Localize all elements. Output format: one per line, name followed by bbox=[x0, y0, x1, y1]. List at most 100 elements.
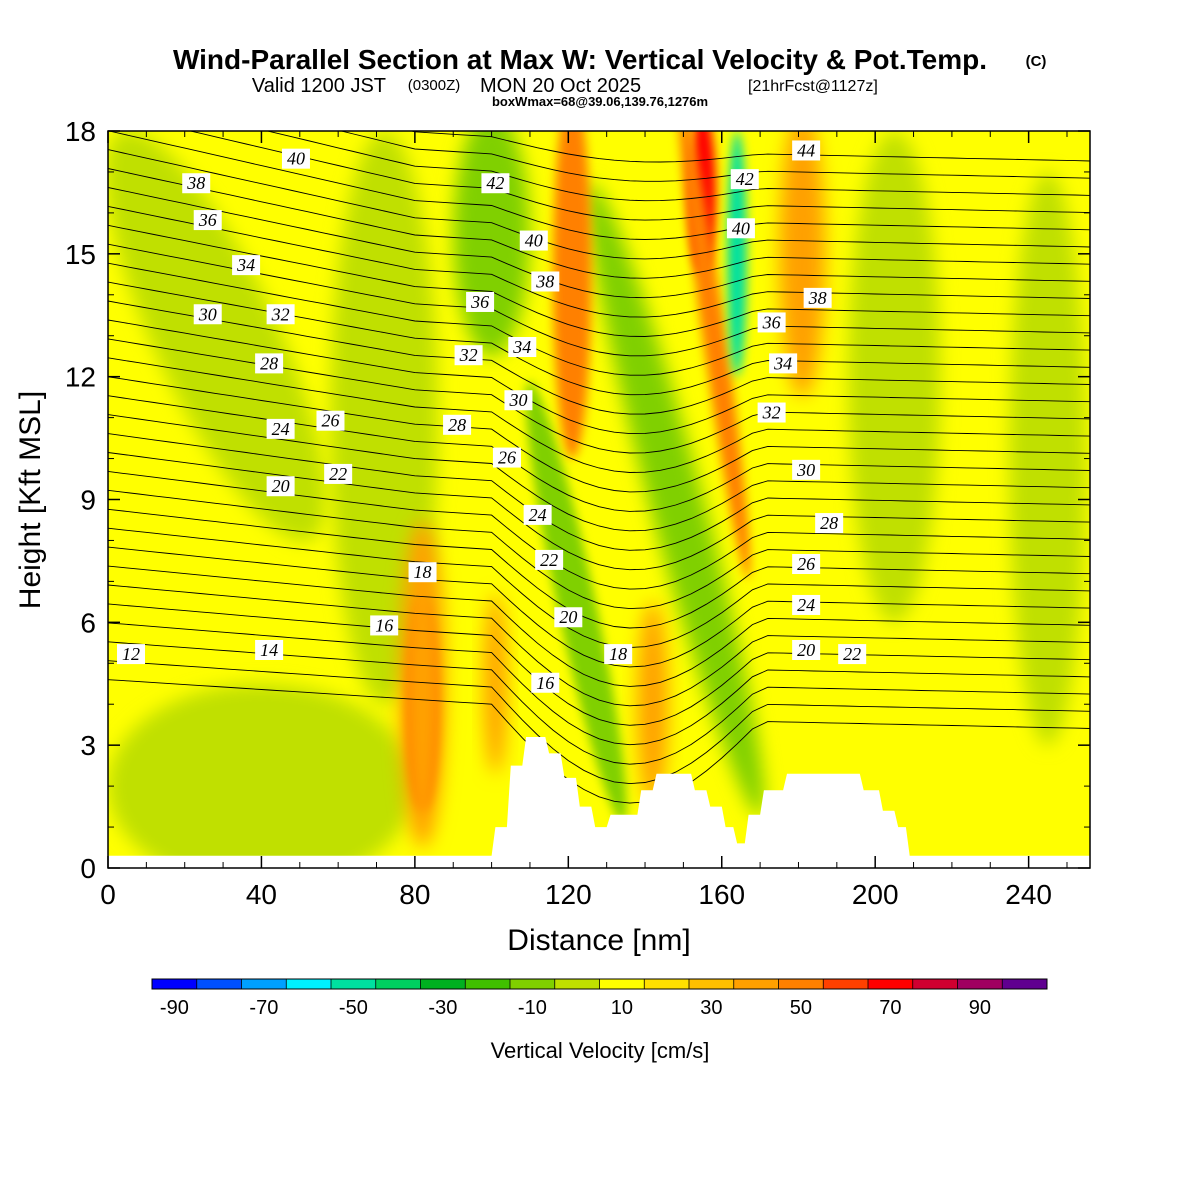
theta-contour-label-text: 24 bbox=[797, 595, 815, 615]
theta-contour-label-text: 38 bbox=[808, 288, 827, 308]
theta-contour-label-text: 40 bbox=[525, 231, 543, 251]
colorbar-title: Vertical Velocity [cm/s] bbox=[491, 1038, 710, 1063]
field-green-band-lower bbox=[108, 683, 415, 868]
theta-contour-label-text: 28 bbox=[260, 353, 278, 373]
theta-contour-label-text: 26 bbox=[498, 448, 516, 468]
colorbar-label: 70 bbox=[879, 997, 901, 1019]
colorbar-label: -10 bbox=[518, 997, 547, 1019]
theta-contour-label-text: 22 bbox=[329, 464, 347, 484]
x-axis-label: Distance [nm] bbox=[507, 924, 690, 957]
x-tick-label: 40 bbox=[246, 879, 277, 910]
theta-contour-line bbox=[108, 508, 1090, 629]
theta-contour-label-text: 32 bbox=[271, 304, 290, 324]
theta-contour-line bbox=[108, 205, 1090, 318]
theta-contour-label: 24 bbox=[523, 504, 552, 525]
colorbar-swatch bbox=[510, 979, 556, 989]
field-orange-180 bbox=[779, 131, 826, 398]
theta-contour-label: 40 bbox=[519, 230, 548, 251]
theta-contour-label: 12 bbox=[117, 644, 146, 665]
theta-contour-label-text: 26 bbox=[321, 411, 339, 431]
theta-contour-label: 34 bbox=[508, 337, 537, 358]
colorbar-swatch bbox=[778, 979, 824, 989]
theta-contour-label-text: 34 bbox=[773, 353, 792, 373]
colorbar-swatch bbox=[823, 979, 869, 989]
colorbar-swatch bbox=[420, 979, 466, 989]
colorbar-swatch bbox=[196, 979, 242, 989]
y-tick-label: 12 bbox=[65, 362, 96, 393]
theta-contour-label: 38 bbox=[182, 173, 211, 194]
theta-contour-label-text: 18 bbox=[414, 562, 432, 582]
theta-contour-label-text: 18 bbox=[609, 644, 627, 664]
theta-contour-label: 26 bbox=[792, 554, 821, 575]
theta-contour-label: 26 bbox=[316, 410, 345, 431]
theta-contour-label-text: 20 bbox=[797, 640, 815, 660]
theta-contour-label: 32 bbox=[266, 304, 295, 325]
theta-contour-label: 34 bbox=[232, 255, 261, 276]
theta-contour-line bbox=[409, 131, 1090, 163]
theta-contour-label-text: 32 bbox=[459, 345, 478, 365]
theta-contour-line bbox=[108, 546, 1090, 668]
field-orange-140 bbox=[637, 601, 669, 807]
theta-contour-line bbox=[108, 603, 1090, 726]
theta-contour-labels: 12 14 16 18 20 22 24 26 28 30 32 34 36 38 40 42 40 38 36 34… bbox=[117, 140, 867, 693]
theta-contour-label: 16 bbox=[531, 672, 560, 693]
theta-contour-label-text: 20 bbox=[272, 476, 290, 496]
colorbar-swatch bbox=[465, 979, 511, 989]
theta-contour-line bbox=[108, 489, 1090, 610]
theta-contour-line bbox=[265, 131, 1090, 202]
colorbar-swatch bbox=[957, 979, 1003, 989]
valid-time-label: Valid 1200 JST bbox=[252, 75, 386, 97]
theta-contour-line bbox=[108, 660, 1090, 785]
theta-contour-label-text: 28 bbox=[448, 415, 466, 435]
theta-contour-label: 16 bbox=[370, 615, 399, 636]
theta-contour-label-text: 42 bbox=[736, 169, 754, 189]
vertical-velocity-field bbox=[108, 131, 1090, 868]
theta-contour-label-text: 12 bbox=[122, 644, 140, 664]
valid-zulu-label: (0300Z) bbox=[408, 77, 461, 94]
theta-contour-label: 30 bbox=[792, 459, 821, 480]
valid-date-label: MON 20 Oct 2025 bbox=[480, 75, 641, 97]
theta-contour-label: 20 bbox=[266, 476, 295, 497]
colorbar-label: -50 bbox=[339, 997, 368, 1019]
theta-contour-line bbox=[108, 187, 1090, 299]
theta-contour-label: 44 bbox=[792, 140, 821, 161]
colorbar-swatch bbox=[644, 979, 690, 989]
theta-contour-label: 20 bbox=[554, 607, 583, 628]
theta-contour-label-text: 40 bbox=[732, 218, 750, 238]
copyright-mark: (C) bbox=[1026, 53, 1047, 70]
theta-contour-label: 36 bbox=[757, 312, 786, 333]
colorbar-swatch bbox=[868, 979, 914, 989]
theta-contour-label-text: 44 bbox=[797, 140, 815, 160]
colorbar-swatch bbox=[375, 979, 421, 989]
theta-contour-label-text: 34 bbox=[512, 337, 531, 357]
field-green-right bbox=[587, 183, 765, 816]
x-tick-label: 240 bbox=[1005, 879, 1052, 910]
theta-contour-label: 28 bbox=[815, 513, 844, 534]
theta-contour-label: 42 bbox=[730, 169, 759, 190]
theta-contour-label: 36 bbox=[193, 210, 222, 231]
colorbar-label: -30 bbox=[428, 997, 457, 1019]
terrain-mask bbox=[108, 737, 1090, 868]
chart-title: Wind-Parallel Section at Max W: Vertical… bbox=[173, 44, 987, 75]
theta-contour-label-text: 24 bbox=[272, 419, 290, 439]
y-tick-label: 3 bbox=[80, 730, 96, 761]
plot-area: 12 14 16 18 20 22 24 26 28 30 32 34 36 38 40 42 40 38 36 34… bbox=[108, 131, 1090, 868]
x-axis: 0 40 80 120 160 200 240 bbox=[100, 131, 1068, 910]
colorbar-label: -90 bbox=[160, 997, 189, 1019]
theta-contour-label: 32 bbox=[757, 402, 786, 423]
box-info-label: boxWmax=68@39.06,139.76,1276m bbox=[492, 94, 708, 109]
x-tick-label: 200 bbox=[852, 879, 899, 910]
field-orange-100 bbox=[483, 593, 507, 774]
colorbar-label: 30 bbox=[700, 997, 722, 1019]
colorbar-label: -70 bbox=[249, 997, 278, 1019]
theta-contour-label: 40 bbox=[281, 148, 310, 169]
y-tick-label: 9 bbox=[80, 485, 96, 516]
theta-contour-line bbox=[108, 357, 1090, 473]
theta-contour-line bbox=[108, 224, 1090, 337]
theta-contour-label: 22 bbox=[324, 463, 353, 484]
theta-contour-label-text: 24 bbox=[529, 505, 547, 525]
x-tick-label: 120 bbox=[545, 879, 592, 910]
theta-contour-label: 30 bbox=[193, 304, 222, 325]
